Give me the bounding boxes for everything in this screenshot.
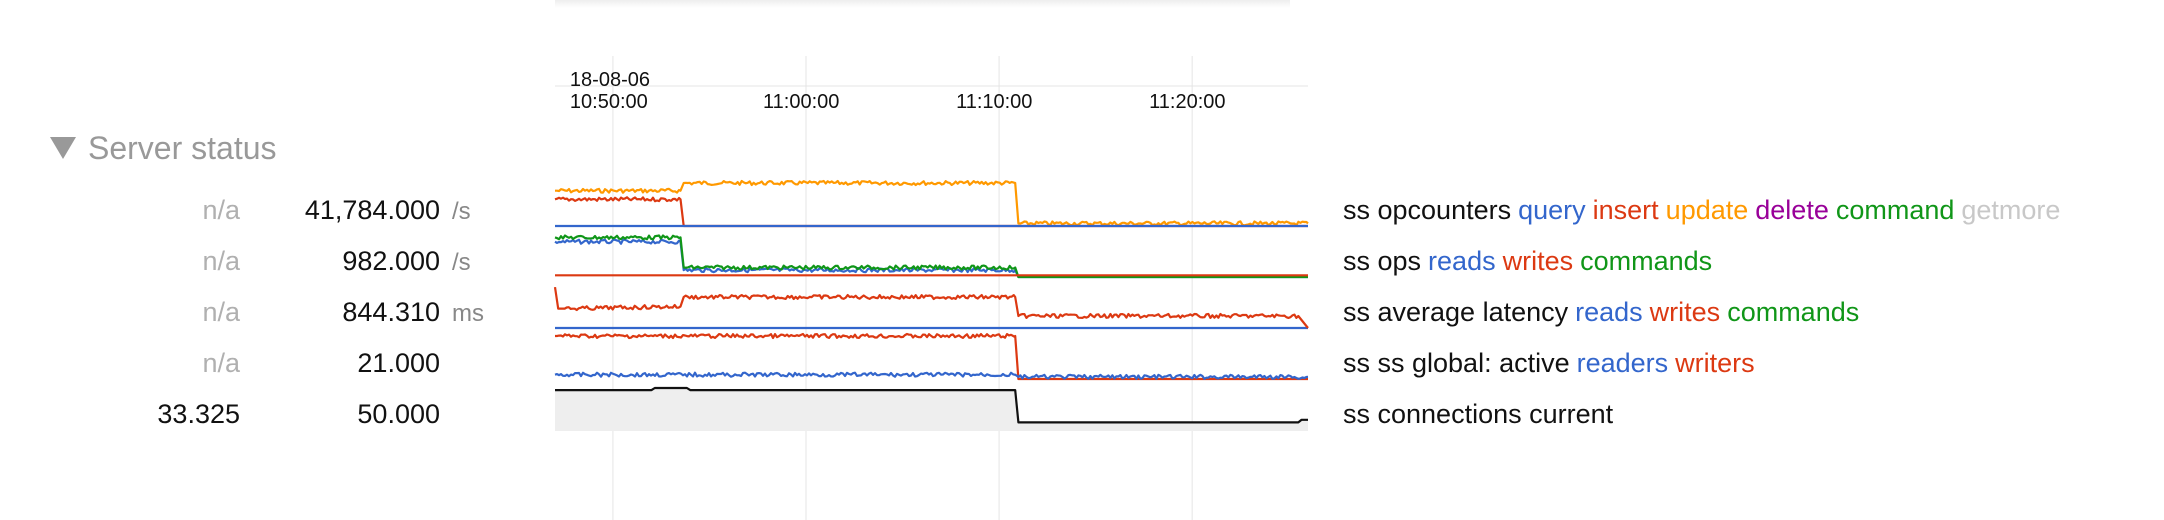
legend-title: ss ops	[1343, 246, 1422, 276]
unit-label: /s	[452, 249, 471, 276]
section-toggle[interactable]: Server status	[50, 128, 277, 168]
legend-title: ss opcounters	[1343, 195, 1512, 225]
legend-series-command[interactable]: command	[1835, 195, 1955, 225]
tick-label: 18-08-06 10:50:00	[570, 69, 650, 113]
legend: ss ops reads writes commands	[1343, 245, 1712, 277]
legend-series-writes[interactable]: writes	[1502, 246, 1574, 276]
legend-series-update[interactable]: update	[1665, 195, 1749, 225]
max-value: 844.310	[342, 297, 440, 327]
series-line	[554, 371, 1309, 380]
legend-series-commands[interactable]: commands	[1580, 246, 1713, 276]
tick-label: 11:10:00	[956, 91, 1032, 113]
unit-label: ms	[452, 300, 484, 327]
max-value: 41,784.000	[304, 195, 440, 225]
series-line	[555, 179, 1309, 227]
max-value: 982.000	[342, 246, 440, 276]
series-line	[554, 234, 1308, 279]
connections-area	[555, 388, 1308, 431]
max-value: 50.000	[357, 399, 440, 429]
series-line	[555, 332, 1308, 381]
series-line	[554, 238, 1308, 279]
collapse-triangle-icon	[50, 137, 76, 159]
top-shadow	[555, 0, 1290, 8]
legend-series-query[interactable]: query	[1518, 195, 1586, 225]
unit-label: /s	[452, 198, 471, 225]
current-value: n/a	[202, 195, 240, 225]
legend-title: ss connections current	[1343, 399, 1614, 429]
tick-label: 11:20:00	[1149, 91, 1225, 113]
legend: ss ss global: active readers writers	[1343, 347, 1755, 379]
legend-series-reads[interactable]: reads	[1575, 297, 1643, 327]
legend-series-readers[interactable]: readers	[1576, 348, 1669, 378]
legend: ss opcounters query insert update delete comm…	[1343, 194, 2060, 226]
series-line	[554, 196, 1308, 228]
legend-title: ss ss global: active	[1343, 348, 1570, 378]
series-line	[553, 286, 1309, 329]
legend: ss connections current	[1343, 398, 1613, 430]
current-value: n/a	[202, 348, 240, 378]
series-line	[555, 386, 1308, 424]
current-value: n/a	[202, 297, 240, 327]
legend-series-commands[interactable]: commands	[1727, 297, 1860, 327]
current-value: n/a	[202, 246, 240, 276]
current-value: 33.325	[157, 399, 240, 429]
tick-label: 11:00:00	[763, 91, 839, 113]
legend-title: ss average latency	[1343, 297, 1569, 327]
legend-series-insert[interactable]: insert	[1592, 195, 1659, 225]
legend-series-writers[interactable]: writers	[1675, 348, 1755, 378]
legend-series-delete[interactable]: delete	[1755, 195, 1829, 225]
max-value: 21.000	[357, 348, 440, 378]
section-title: Server status	[88, 129, 277, 166]
legend-series-writes[interactable]: writes	[1649, 297, 1721, 327]
legend-series-reads[interactable]: reads	[1428, 246, 1496, 276]
legend: ss average latency reads writes commands	[1343, 296, 1859, 328]
legend-series-getmore[interactable]: getmore	[1961, 195, 2061, 225]
